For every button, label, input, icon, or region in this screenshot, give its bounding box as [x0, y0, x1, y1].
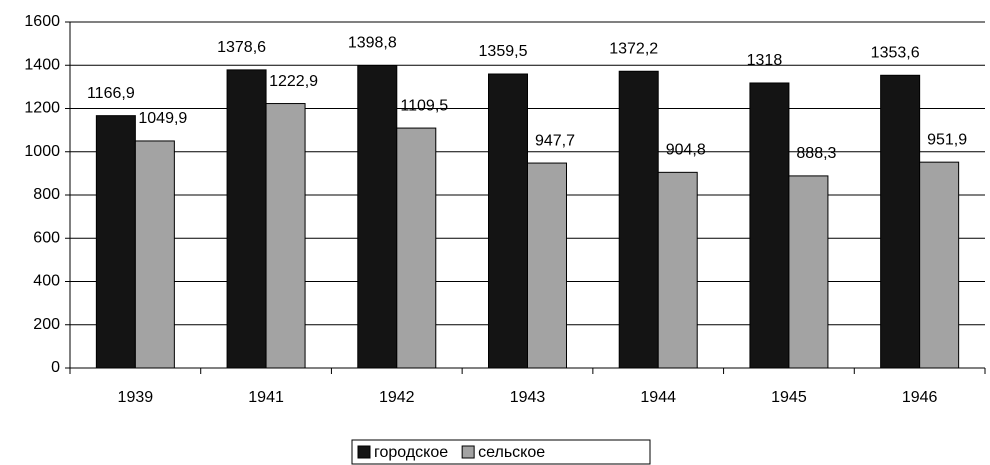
y-tick-label: 0 — [51, 359, 60, 376]
bar — [488, 73, 528, 369]
value-label: 1049,9 — [138, 110, 187, 127]
legend-label: сельское — [478, 444, 545, 461]
x-tick-label: 1944 — [640, 389, 676, 406]
value-label: 951,9 — [927, 131, 967, 148]
bar — [749, 82, 790, 369]
y-tick-label: 1600 — [24, 13, 60, 30]
value-label: 1318 — [747, 52, 783, 69]
x-tick-label: 1945 — [771, 389, 807, 406]
legend-box — [351, 439, 651, 465]
bar — [919, 161, 960, 369]
y-tick-label: 200 — [33, 316, 60, 333]
bar — [396, 127, 437, 369]
bar — [226, 69, 267, 369]
value-label: 1353,6 — [871, 45, 920, 62]
value-label: 888,3 — [796, 145, 836, 162]
value-label: 1359,5 — [479, 43, 528, 60]
legend-swatch — [461, 445, 475, 459]
y-tick-label: 1200 — [24, 100, 60, 117]
x-tick-label: 1943 — [510, 389, 546, 406]
value-label: 1166,9 — [87, 85, 135, 102]
value-label: 1378,6 — [217, 39, 266, 56]
x-tick-label: 1942 — [379, 389, 415, 406]
value-label: 904,8 — [666, 142, 706, 159]
legend-label: городское — [374, 444, 448, 461]
bar — [880, 74, 921, 369]
bar — [134, 140, 175, 369]
y-tick-label: 1000 — [24, 143, 60, 160]
value-label: 1372,2 — [609, 40, 658, 57]
bar — [788, 175, 829, 369]
value-label: 1398,8 — [348, 35, 397, 52]
bar — [357, 65, 398, 369]
legend-swatch — [357, 445, 371, 459]
y-tick-label: 400 — [33, 273, 60, 290]
value-label: 1222,9 — [269, 73, 318, 90]
value-label: 1109,5 — [400, 97, 448, 114]
bar — [657, 171, 698, 369]
x-tick-label: 1946 — [902, 389, 938, 406]
y-tick-label: 800 — [33, 186, 60, 203]
x-tick-label: 1939 — [118, 389, 154, 406]
value-label: 947,7 — [535, 132, 575, 149]
bar — [95, 115, 136, 369]
x-tick-label: 1941 — [248, 389, 284, 406]
y-tick-label: 1400 — [24, 56, 60, 73]
bar — [527, 162, 567, 369]
y-tick-label: 600 — [33, 229, 60, 246]
bar — [618, 70, 659, 369]
bar — [265, 103, 306, 369]
